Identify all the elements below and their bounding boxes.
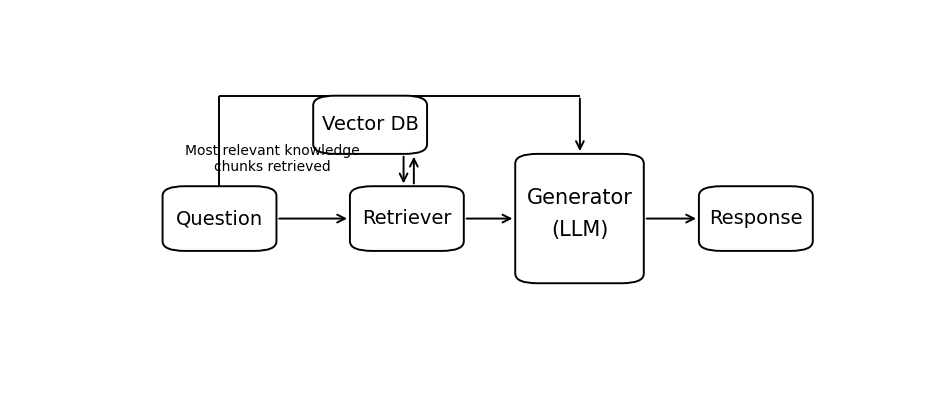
FancyBboxPatch shape: [699, 186, 812, 251]
Text: Retriever: Retriever: [362, 209, 451, 228]
Text: Response: Response: [709, 209, 803, 228]
Text: Most relevant knowledge
chunks retrieved: Most relevant knowledge chunks retrieved: [186, 144, 360, 174]
FancyBboxPatch shape: [313, 96, 427, 154]
Text: Generator: Generator: [526, 188, 632, 207]
Text: (LLM): (LLM): [551, 220, 609, 240]
FancyBboxPatch shape: [516, 154, 644, 283]
Text: Vector DB: Vector DB: [321, 115, 419, 134]
FancyBboxPatch shape: [350, 186, 464, 251]
Text: Question: Question: [176, 209, 264, 228]
FancyBboxPatch shape: [163, 186, 277, 251]
